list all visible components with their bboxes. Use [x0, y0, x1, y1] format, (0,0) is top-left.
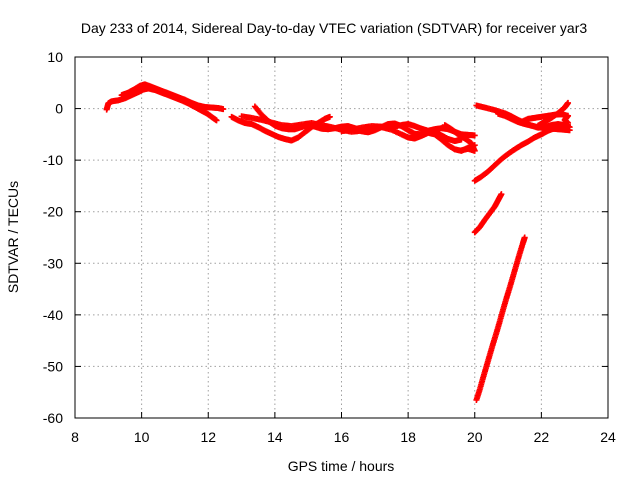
- data-point: [498, 191, 505, 198]
- series-track-14: [473, 234, 528, 403]
- x-tick-labels: 8 10 12 14 16 18 20 22 24: [71, 429, 616, 445]
- series-track-13: [471, 191, 505, 236]
- x-tick-label: 10: [134, 429, 150, 445]
- series-track-7: [441, 122, 478, 154]
- data-point: [326, 113, 333, 120]
- x-tick-label: 14: [267, 429, 283, 445]
- y-axis-label: SDTVAR / TECUs: [5, 181, 21, 293]
- x-tick-label: 24: [600, 429, 616, 445]
- data-point: [220, 106, 227, 113]
- y-tick-label: -60: [43, 410, 63, 426]
- x-tick-label: 16: [334, 429, 350, 445]
- chart-title: Day 233 of 2014, Sidereal Day-to-day VTE…: [81, 20, 587, 36]
- data-point: [521, 234, 528, 241]
- x-tick-label: 22: [534, 429, 550, 445]
- data-point: [471, 132, 478, 139]
- y-tick-label: -50: [43, 358, 63, 374]
- y-tick-label: 0: [55, 101, 63, 117]
- y-tick-label: 10: [47, 49, 63, 65]
- y-tick-label: -10: [43, 152, 63, 168]
- data-point: [213, 117, 220, 124]
- y-tick-label: -30: [43, 255, 63, 271]
- x-tick-label: 20: [467, 429, 483, 445]
- data-points: [103, 81, 573, 403]
- x-axis-label: GPS time / hours: [288, 458, 395, 474]
- x-tick-label: 18: [400, 429, 416, 445]
- series-track-2: [118, 81, 227, 113]
- y-tick-label: -40: [43, 307, 63, 323]
- grid-lines: [75, 57, 608, 418]
- data-point: [565, 122, 572, 129]
- x-tick-label: 8: [71, 429, 79, 445]
- x-tick-label: 12: [200, 429, 216, 445]
- axis-ticks: [74, 56, 609, 419]
- data-point: [458, 147, 465, 154]
- data-point: [565, 99, 572, 106]
- data-point: [566, 127, 573, 134]
- y-tick-label: -20: [43, 204, 63, 220]
- series-track-11: [535, 99, 572, 129]
- series-track-6: [338, 121, 478, 139]
- series-track-12: [471, 122, 572, 184]
- y-tick-labels: 10 0 -10 -20 -30 -40 -50 -60: [43, 49, 63, 426]
